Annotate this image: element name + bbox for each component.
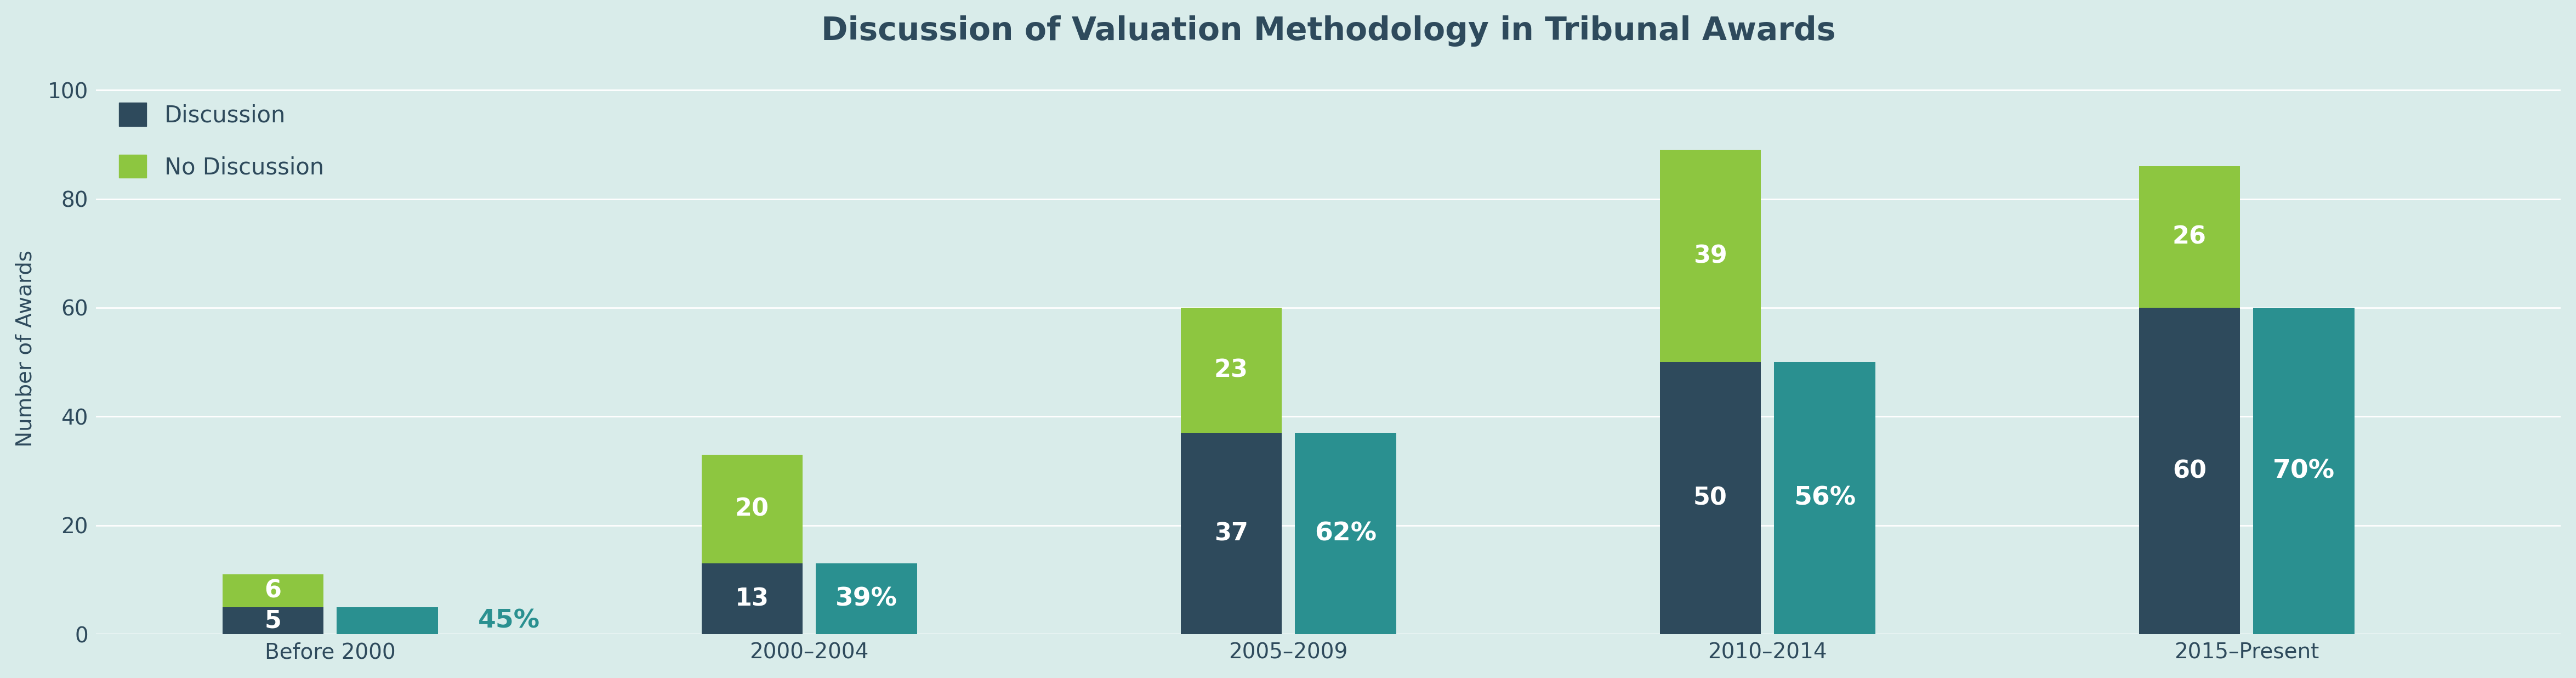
- Bar: [701, 455, 804, 563]
- Text: 39: 39: [1692, 244, 1728, 268]
- Bar: [701, 563, 804, 635]
- Bar: [337, 607, 438, 635]
- Text: 37: 37: [1213, 522, 1249, 545]
- Bar: [1775, 362, 1875, 635]
- Bar: [2254, 308, 2354, 635]
- Text: 6: 6: [265, 579, 281, 603]
- Bar: [222, 607, 325, 635]
- Text: 56%: 56%: [1793, 486, 1855, 511]
- Text: 45%: 45%: [477, 608, 541, 633]
- Text: 26: 26: [2172, 225, 2208, 249]
- Bar: [1180, 308, 1283, 433]
- Text: 50: 50: [1692, 486, 1728, 510]
- Text: 60: 60: [2172, 459, 2208, 483]
- Bar: [2138, 166, 2241, 308]
- Text: 70%: 70%: [2272, 458, 2334, 483]
- Text: 20: 20: [734, 498, 770, 521]
- Text: 5: 5: [265, 609, 281, 633]
- Bar: [817, 563, 917, 635]
- Text: 13: 13: [734, 587, 770, 611]
- Bar: [1180, 433, 1283, 635]
- Bar: [1659, 362, 1762, 635]
- Text: 39%: 39%: [835, 586, 896, 612]
- Title: Discussion of Valuation Methodology in Tribunal Awards: Discussion of Valuation Methodology in T…: [822, 15, 1837, 47]
- Text: 23: 23: [1213, 359, 1249, 382]
- Y-axis label: Number of Awards: Number of Awards: [15, 250, 36, 447]
- Bar: [222, 574, 325, 607]
- Bar: [2138, 308, 2241, 635]
- Legend: Discussion, No Discussion: Discussion, No Discussion: [108, 92, 335, 191]
- Bar: [1296, 433, 1396, 635]
- Text: 62%: 62%: [1314, 521, 1376, 546]
- Bar: [1659, 150, 1762, 362]
